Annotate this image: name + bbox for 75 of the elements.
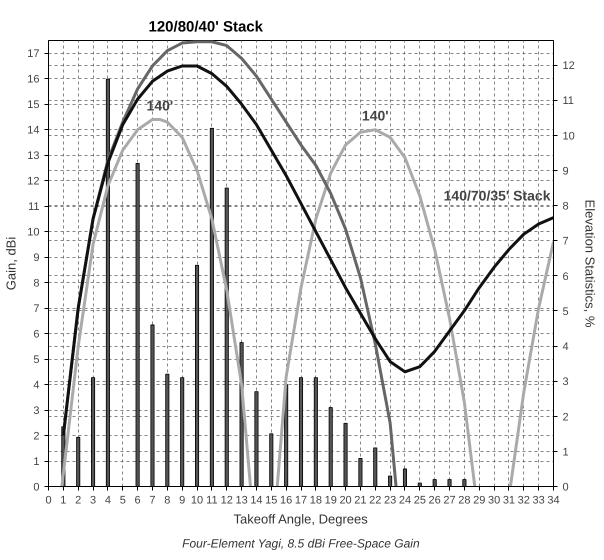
x-tick-label: 11 [206,494,218,506]
x-tick-label: 22 [369,494,382,506]
text: 120/80/40' Stack [148,18,264,36]
y-tick-label: 8 [33,278,40,290]
x-tick-label: 15 [265,494,278,506]
text: Four-Element Yagi, 8.5 dBi Free-Space Gain [182,536,420,550]
y-tick-label: 1 [33,456,40,468]
y2-axis-title: Elevation Statistics, % [582,200,598,328]
x-tick-label: 19 [324,494,337,506]
y-tick-label: 4 [33,380,40,392]
x-tick-label: 16 [280,494,292,506]
x-tick-label: 12 [220,494,233,506]
x-tick-label: 13 [235,494,248,506]
y-tick-label: 16 [27,74,40,86]
y2-tick-label: 1 [562,446,569,458]
y2-tick-label: 10 [562,130,575,142]
x-tick-label: 21 [354,494,367,506]
x-tick-label: 23 [384,494,396,506]
y2-tick-label: 6 [562,270,569,283]
y-tick-label: 14 [27,124,40,137]
y-tick-label: 15 [27,99,40,112]
x-tick-label: 4 [104,494,111,506]
x-tick-label: 32 [518,494,530,506]
y-tick-label: 10 [27,226,40,239]
x-axis-title: Takeoff Angle, Degrees [234,512,368,526]
x-tick-label: 2 [75,494,82,506]
x-tick-label: 30 [488,494,500,506]
x-tick-label: 29 [473,494,486,506]
x-tick-label: 25 [414,494,426,506]
x-tick-label: 1 [60,494,66,506]
x-tick-label: 5 [120,494,126,506]
y-tick-label: 3 [33,405,40,418]
y2-tick-label: 0 [562,482,569,494]
y-tick-label: 17 [27,48,40,60]
x-tick-label: 8 [164,494,170,506]
y2-tick-label: 9 [562,165,569,178]
y2-tick-label: 7 [562,236,569,248]
x-tick-label: 27 [443,494,456,506]
y-axis-title: Gain, dBi [3,236,18,290]
y2-tick-label: 2 [562,411,569,424]
x-tick-label: 3 [90,494,96,506]
y2-tick-label: 8 [562,200,569,213]
annotation: 140' [146,98,174,114]
y2-tick-label: 12 [562,60,575,72]
annotation: 140/70/35' Stack [444,187,551,204]
x-tick-label: 7 [149,494,156,506]
y-tick-label: 7 [33,303,40,316]
x-tick-label: 9 [179,494,186,506]
x-tick-label: 33 [532,494,545,506]
x-tick-label: 18 [310,494,322,506]
x-tick-label: 34 [547,494,560,506]
x-tick-label: 26 [428,494,441,506]
y-tick-label: 5 [33,354,40,366]
x-tick-label: 17 [294,494,308,506]
y-tick-label: 12 [27,176,40,188]
annotation: 140' [362,108,389,124]
x-tick-label: 31 [502,494,516,506]
y-tick-label: 6 [33,328,40,341]
x-tick-label: 24 [398,494,412,506]
y-tick-label: 11 [28,201,40,214]
x-tick-label: 20 [339,494,352,506]
line-series [62,64,554,438]
y2-tick-label: 4 [562,341,569,354]
y2-tick-label: 11 [562,95,574,108]
y-tick-label: 9 [33,252,40,264]
y-tick-label: 2 [33,430,40,443]
x-tick-label: 10 [190,494,204,506]
x-tick-label: 14 [250,494,263,506]
y-tick-label: 0 [33,482,40,494]
x-tick-label: 28 [458,494,471,506]
x-tick-label: 6 [134,494,141,506]
y2-tick-label: 3 [562,376,569,388]
x-tick-label: 0 [45,494,52,506]
y2-tick-label: 5 [562,306,569,318]
y-tick-label: 13 [27,150,40,162]
